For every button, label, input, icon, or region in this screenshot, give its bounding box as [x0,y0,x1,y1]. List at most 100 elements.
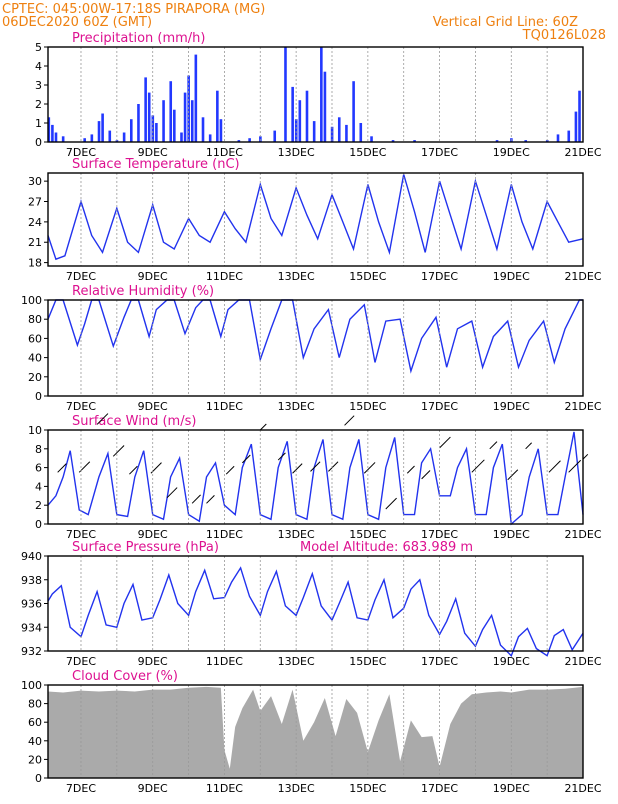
x-tick-label: 9DEC [138,782,168,795]
x-tick-label: 7DEC [66,270,96,283]
wind-arrow [310,461,321,472]
precip-bar [391,140,395,142]
panel-frame [47,46,584,143]
precip-bar [578,90,581,142]
precip-bar [180,132,183,142]
precip-bar [345,124,348,142]
x-tick-label: 19DEC [493,146,530,159]
wind-arrow [385,497,397,510]
x-tick-label: 7DEC [66,146,96,159]
series-line [47,566,584,657]
y-tick-label: 6 [35,462,42,475]
wind-arrow [421,470,431,480]
x-tick-label: 17DEC [421,270,458,283]
x-tick-label: 21DEC [564,528,601,541]
y-tick-label: 60 [28,332,42,345]
x-tick-label: 19DEC [493,655,530,668]
precip-bar [201,117,205,142]
panel-frame [47,684,584,779]
x-tick-label: 7DEC [66,782,96,795]
precip-bar [291,86,294,142]
header-datetime: 06DEC2020 60Z (GMT) [2,15,152,30]
x-tick-label: 17DEC [421,528,458,541]
precip-bar [162,100,165,142]
x-tick-label: 13DEC [278,270,315,283]
wind-arrow [568,459,582,473]
x-tick-label: 17DEC [421,655,458,668]
y-tick-label: 0 [35,518,42,531]
y-tick-label: 1 [35,117,42,130]
y-tick-label: 5 [35,41,42,54]
x-tick-label: 13DEC [278,782,315,795]
y-tick-label: 936 [21,598,42,611]
precip-bar [556,134,560,142]
y-tick-label: 8 [35,443,42,456]
x-tick-label: 19DEC [493,270,530,283]
x-tick-label: 15DEC [349,400,386,413]
y-tick-label: 10 [28,424,42,437]
precip-bar [545,140,549,142]
x-tick-label: 21DEC [564,782,601,795]
precip-bar [273,130,277,142]
precip-bar [370,136,373,142]
y-tick-label: 18 [28,257,42,270]
panel-title: Cloud Cover (%) [72,669,178,684]
x-tick-label: 11DEC [206,528,243,541]
y-tick-label: 20 [28,371,42,384]
precip-bar [413,140,416,142]
y-tick-label: 40 [28,352,42,365]
precip-bar [216,90,219,142]
wind-arrow [277,452,286,461]
x-tick-label: 9DEC [138,270,168,283]
wind-arrow [582,453,589,460]
x-tick-label: 7DEC [66,528,96,541]
wind-arrow [344,415,355,426]
x-tick-label: 11DEC [206,400,243,413]
header-model-code: TQ0126L028 [522,28,606,43]
panel-5: Surface Pressure (hPa) Model Altitude: 68… [21,540,602,668]
precip-bar [237,140,241,142]
y-tick-label: 80 [28,698,42,711]
precip-bar [524,140,528,142]
precip-bar [115,140,119,142]
x-tick-label: 13DEC [278,146,315,159]
precip-bar [169,81,173,142]
panel-2: Surface Temperature (nC) 18 21 24 27 30 7DEC 9D… [28,157,602,283]
precip-bar [137,104,140,142]
cloud-cover-area [48,686,583,778]
x-tick-label: 11DEC [206,270,243,283]
y-tick-label: 938 [21,574,42,587]
precip-bar [173,109,176,142]
x-tick-label: 11DEC [206,146,243,159]
precip-bar [330,126,334,142]
wind-arrow [241,454,251,464]
y-tick-label: 60 [28,716,42,729]
panel-1: Precipitation (mm/h) 0 1 2 3 4 5 7DEC 9DEC 11DEC 1… [35,31,602,159]
y-tick-label: 940 [21,550,42,563]
x-tick-label: 15DEC [349,528,386,541]
x-tick-label: 7DEC [66,400,96,413]
y-tick-label: 2 [35,98,42,111]
y-tick-label: 0 [35,136,42,149]
y-tick-label: 0 [35,772,42,785]
precip-bar [312,121,316,142]
panel-title: Precipitation (mm/h) [72,31,205,46]
x-tick-label: 13DEC [278,400,315,413]
x-tick-label: 9DEC [138,528,168,541]
x-tick-label: 17DEC [421,146,458,159]
precip-bar [90,134,94,142]
precip-bar [194,54,198,142]
x-tick-label: 21DEC [564,400,601,413]
y-tick-label: 80 [28,313,42,326]
precip-bar [305,90,309,142]
x-tick-label: 21DEC [564,146,601,159]
header-location: CPTEC: 045:00W-17:18S PIRAPORA (MG) [2,2,265,17]
panel-frame [47,555,584,652]
precip-bar [129,119,133,142]
x-tick-label: 13DEC [278,655,315,668]
panel-4: Surface Wind (m/s) 0 2 4 6 8 10 7DEC 9DEC 11DEC 13… [28,413,602,541]
precip-bar [298,100,302,142]
precip-bar [147,92,151,142]
